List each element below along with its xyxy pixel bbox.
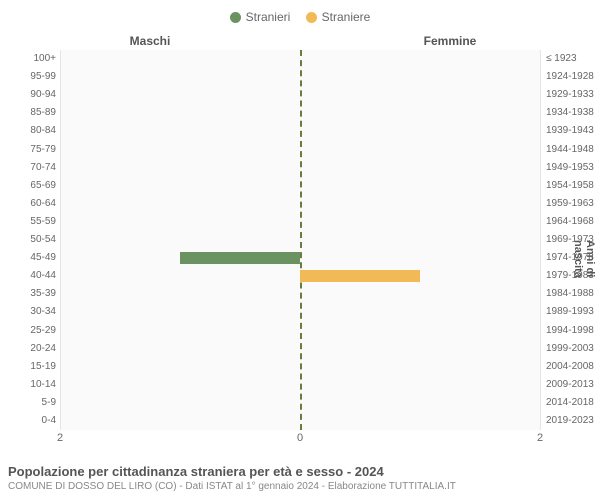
bar-male [180, 252, 300, 264]
y-label-birth: 2019-2023 [546, 412, 600, 430]
y-label-birth: 1949-1953 [546, 159, 600, 177]
y-label-age: 75-79 [0, 141, 56, 159]
y-label-birth: 1994-1998 [546, 322, 600, 340]
legend-swatch-male [230, 12, 241, 23]
y-label-age: 25-29 [0, 322, 56, 340]
x-labels: 2 0 2 [60, 432, 540, 448]
age-row [60, 231, 540, 249]
age-row [60, 86, 540, 104]
age-row [60, 177, 540, 195]
y-label-birth: 2014-2018 [546, 394, 600, 412]
age-row [60, 285, 540, 303]
y-label-age: 90-94 [0, 86, 56, 104]
age-row [60, 141, 540, 159]
y-label-birth: 1999-2003 [546, 340, 600, 358]
age-row [60, 68, 540, 86]
y-label-age: 70-74 [0, 159, 56, 177]
y-label-birth: ≤ 1923 [546, 50, 600, 68]
side-title-male: Maschi [0, 34, 300, 48]
age-row [60, 267, 540, 285]
age-row [60, 104, 540, 122]
age-row [60, 376, 540, 394]
y-label-age: 20-24 [0, 340, 56, 358]
age-row [60, 213, 540, 231]
age-row [60, 195, 540, 213]
y-labels-birth: ≤ 19231924-19281929-19331934-19381939-19… [546, 50, 600, 430]
y-label-age: 15-19 [0, 358, 56, 376]
age-row [60, 394, 540, 412]
y-label-birth: 1954-1958 [546, 177, 600, 195]
y-label-age: 65-69 [0, 177, 56, 195]
age-row [60, 412, 540, 430]
age-row [60, 50, 540, 68]
chart-title: Popolazione per cittadinanza straniera p… [8, 464, 592, 479]
population-pyramid-chart: Stranieri Straniere Maschi Femmine Fasce… [0, 0, 600, 500]
y-label-birth: 1929-1933 [546, 86, 600, 104]
legend-item-female: Straniere [306, 10, 371, 24]
y-label-age: 60-64 [0, 195, 56, 213]
y-label-age: 40-44 [0, 267, 56, 285]
legend-label-female: Straniere [322, 10, 371, 24]
chart-subtitle: COMUNE DI DOSSO DEL LIRO (CO) - Dati IST… [8, 481, 592, 492]
gridline [540, 50, 541, 430]
age-row [60, 122, 540, 140]
y-label-age: 30-34 [0, 303, 56, 321]
y-label-birth: 1989-1993 [546, 303, 600, 321]
y-label-birth: 2004-2008 [546, 358, 600, 376]
y-label-birth: 1979-1983 [546, 267, 600, 285]
y-label-birth: 1984-1988 [546, 285, 600, 303]
x-tick-label: 0 [297, 432, 303, 444]
age-row [60, 159, 540, 177]
age-row [60, 322, 540, 340]
y-label-birth: 1934-1938 [546, 104, 600, 122]
y-label-age: 0-4 [0, 412, 56, 430]
y-label-birth: 1974-1978 [546, 249, 600, 267]
age-row [60, 249, 540, 267]
legend-swatch-female [306, 12, 317, 23]
y-label-birth: 1964-1968 [546, 213, 600, 231]
side-title-female: Femmine [300, 34, 600, 48]
y-label-age: 95-99 [0, 68, 56, 86]
footer: Popolazione per cittadinanza straniera p… [8, 464, 592, 492]
y-label-age: 10-14 [0, 376, 56, 394]
age-row [60, 358, 540, 376]
y-label-birth: 1944-1948 [546, 141, 600, 159]
age-row [60, 303, 540, 321]
age-row [60, 340, 540, 358]
y-label-age: 45-49 [0, 249, 56, 267]
y-label-age: 100+ [0, 50, 56, 68]
y-label-birth: 2009-2013 [546, 376, 600, 394]
y-label-age: 55-59 [0, 213, 56, 231]
x-tick-label: 2 [57, 432, 63, 444]
y-label-age: 35-39 [0, 285, 56, 303]
legend: Stranieri Straniere [0, 10, 600, 26]
y-label-age: 50-54 [0, 231, 56, 249]
y-label-birth: 1969-1973 [546, 231, 600, 249]
x-tick-label: 2 [537, 432, 543, 444]
y-label-age: 80-84 [0, 122, 56, 140]
bar-female [300, 270, 420, 282]
y-label-birth: 1959-1963 [546, 195, 600, 213]
y-label-birth: 1939-1943 [546, 122, 600, 140]
legend-item-male: Stranieri [230, 10, 291, 24]
legend-label-male: Stranieri [246, 10, 291, 24]
y-label-age: 5-9 [0, 394, 56, 412]
y-label-age: 85-89 [0, 104, 56, 122]
y-label-birth: 1924-1928 [546, 68, 600, 86]
plot-area [60, 50, 540, 430]
y-labels-age: 100+95-9990-9485-8980-8475-7970-7465-696… [0, 50, 56, 430]
